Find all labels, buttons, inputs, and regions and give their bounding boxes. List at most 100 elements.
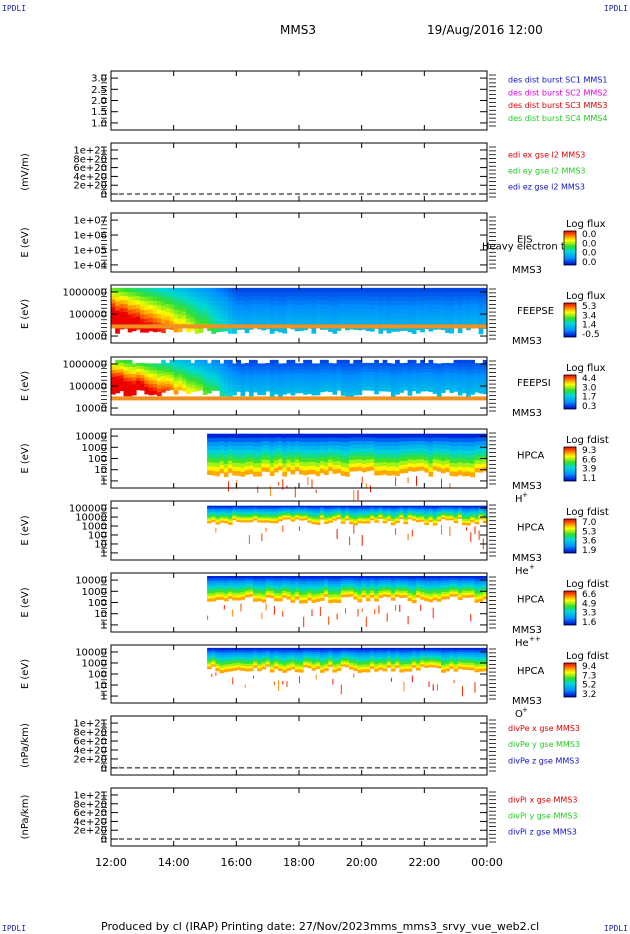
colorbar-tick-label: 3.2 (582, 690, 596, 700)
colorbar-tick-label: 5.3 (582, 302, 596, 312)
overlay-label: Heavy electron to (482, 242, 571, 253)
spacecraft-label: MMS3 (512, 553, 542, 564)
y-tick-label: 10000 (75, 513, 107, 524)
colorbar-title: Log flux (566, 219, 606, 230)
species-label: H (515, 494, 523, 505)
y-tick-label: 1 (101, 548, 107, 559)
colorbar-tick-label: 5.2 (582, 681, 596, 691)
colorbar-title: Log fdist (566, 651, 609, 662)
y-tick-label: 3.0 (91, 74, 107, 85)
species-charge: + (522, 491, 528, 499)
colorbar (563, 374, 577, 410)
x-tick-label: 18:00 (283, 856, 315, 869)
y-tick-label: 1000 (82, 587, 107, 598)
y-tick-label: 1000 (82, 522, 107, 533)
y-axis-label: E (eV) (20, 227, 31, 257)
legend-entry: des dist burst SC3 MMS3 (508, 101, 607, 110)
y-tick-label: 1000000 (62, 359, 107, 370)
corner-label-br: IPDLI (603, 924, 628, 933)
instrument-label: FEEPSE (517, 306, 554, 317)
panel-frame (110, 142, 488, 202)
instrument-label: HPCA (517, 451, 545, 462)
legend-entry: des dist burst SC4 MMS4 (508, 114, 607, 123)
y-tick-label: 100 (88, 454, 107, 465)
colorbar-tick-label: 1.1 (582, 474, 596, 484)
y-tick-label: 4e+20 (73, 172, 107, 183)
species-charge: + (529, 563, 535, 571)
colorbar-tick-label: 1.9 (582, 546, 597, 556)
colorbar (563, 662, 577, 698)
colorbar (563, 302, 577, 338)
instrument-label: HPCA (517, 523, 545, 534)
legend-entry: edi ez gse l2 MMS3 (508, 183, 585, 192)
legend-entry: edi ey gse l2 MMS3 (508, 167, 586, 176)
spacecraft-title: MMS3 (280, 23, 316, 37)
legend-entry: des dist burst SC2 MMS2 (508, 88, 607, 97)
colorbar-tick-label: 3.6 (582, 537, 597, 547)
y-tick-label: 2e+20 (73, 826, 107, 837)
colorbar-tick-label: 0.0 (582, 230, 597, 240)
panel-p5: 1000000 100000 10000 E (eV) FEEPSI MMS3 Log fl… (20, 356, 606, 419)
x-tick-label: 00:00 (471, 856, 503, 869)
legend-entry: divPe y gse MMS3 (508, 740, 580, 749)
y-tick-label: 1 (101, 476, 107, 487)
y-tick-label: 0 (101, 190, 107, 201)
panel-frame (110, 212, 488, 273)
legend-entry: divPi z gse MMS3 (508, 828, 577, 837)
y-tick-label: 6e+20 (73, 808, 107, 819)
y-axis-label: E (eV) (20, 371, 31, 401)
panel-frame (110, 787, 488, 847)
y-tick-label: 100 (88, 670, 107, 681)
spacecraft-label: MMS3 (512, 408, 542, 419)
colorbar-tick-label: 7.0 (582, 518, 597, 528)
y-tick-label: 10 (94, 465, 107, 476)
legend-entry: divPe z gse MMS3 (508, 757, 579, 766)
y-tick-label: 8e+20 (73, 154, 107, 165)
y-tick-label: 0 (101, 763, 107, 774)
colorbar-tick-label: 7.3 (582, 671, 596, 681)
y-tick-label: 6e+20 (73, 737, 107, 748)
spacecraft-label: MMS3 (512, 265, 542, 276)
panel-frame (110, 70, 488, 131)
colorbar-title: Log fdist (566, 579, 609, 590)
y-tick-label: 2.0 (91, 96, 107, 107)
y-tick-label: 1e+21 (73, 790, 107, 801)
colorbar-tick-label: 3.0 (582, 383, 597, 393)
y-tick-label: 0 (101, 835, 107, 846)
panel-frame (110, 715, 488, 776)
legend-entry: divPi y gse MMS3 (508, 812, 577, 821)
panel-p3: 1e+07 1e+06 1e+05 1e+04 E (eV) EIS MMS3 Heavy e… (20, 212, 606, 276)
species-label: He (515, 638, 529, 649)
colorbar-tick-label: -0.5 (582, 330, 600, 340)
y-tick-label: 1e+07 (73, 216, 107, 227)
date-title: 19/Aug/2016 12:00 (427, 23, 543, 37)
y-tick-label: 100000 (69, 310, 107, 321)
colorbar-tick-label: 0.3 (582, 402, 596, 412)
y-tick-label: 2e+20 (73, 181, 107, 192)
colorbar (563, 590, 577, 626)
y-tick-label: 1 (101, 692, 107, 703)
y-axis-label: (nPa/km) (20, 723, 31, 768)
y-tick-label: 8e+20 (73, 728, 107, 739)
legend-entry: des dist burst SC1 MMS1 (508, 76, 607, 85)
y-tick-label: 10000 (75, 332, 107, 343)
legend-entry: edi ex gse l2 MMS3 (508, 151, 585, 160)
colorbar-tick-label: 9.4 (582, 662, 597, 672)
colorbar-tick-label: 1.6 (582, 618, 597, 628)
y-tick-label: 100 (88, 530, 107, 541)
colorbar-tick-label: 1.4 (582, 321, 597, 331)
corner-label-tl: IPDLI (2, 4, 27, 13)
colorbar-tick-label: 3.4 (582, 311, 597, 321)
colorbar-title: Log flux (566, 291, 606, 302)
species-label: He (515, 566, 529, 577)
y-tick-label: 1.0 (91, 118, 107, 129)
y-axis-label: E (eV) (20, 587, 31, 617)
y-tick-label: 10000 (75, 432, 107, 443)
